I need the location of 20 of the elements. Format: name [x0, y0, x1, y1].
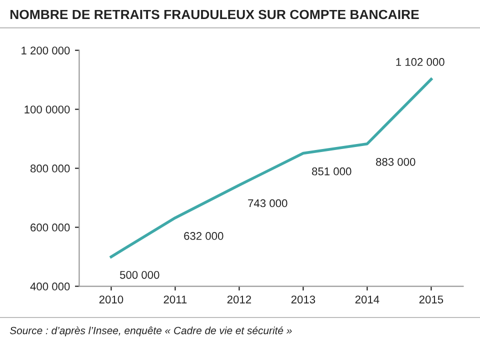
y-tick-label: 600 000 [30, 224, 70, 232]
y-tick-label: 400 000 [30, 282, 70, 290]
data-label: 851 000 [312, 167, 352, 176]
x-tick-label: 2012 [227, 296, 251, 304]
source-note: Source : d’après l’Insee, enquête « Cadre de vie et sécurité » [10, 326, 292, 336]
y-tick-label: 100 0000 [24, 106, 70, 114]
chart-title: NOMBRE DE RETRAITS FRAUDULEUX SUR COMPTE BANCAIRE [10, 10, 419, 20]
line-series [110, 78, 433, 258]
data-label: 500 000 [120, 270, 160, 279]
x-tick-label: 2010 [99, 296, 124, 304]
y-tick-label: 1 200 000 [22, 46, 70, 54]
x-tick-label: 2014 [355, 296, 380, 304]
data-label: 1 102 000 [396, 58, 444, 66]
data-label: 883 000 [376, 158, 416, 166]
x-tick-label: 2011 [164, 296, 187, 304]
x-tick-label: 2013 [291, 296, 316, 304]
x-tick-label: 2015 [419, 296, 444, 304]
data-label: 632 000 [184, 232, 224, 240]
data-label: 743 000 [248, 199, 288, 208]
y-tick-label: 800 000 [30, 164, 70, 172]
